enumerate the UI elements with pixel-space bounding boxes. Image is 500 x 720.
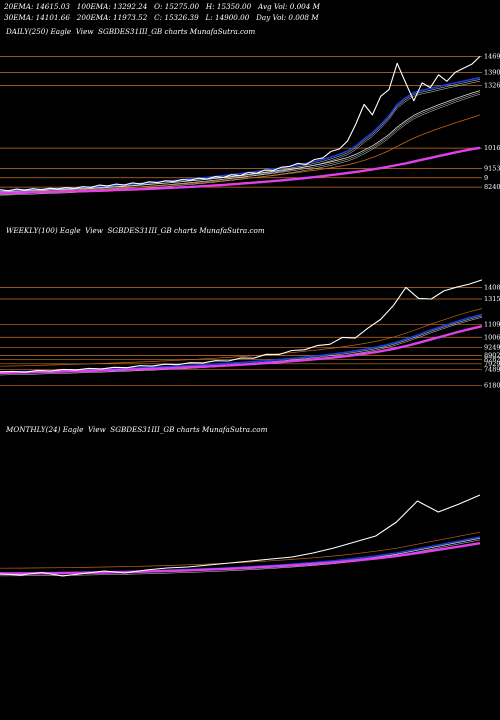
level-label: 8240 <box>484 183 500 191</box>
weekly-panel-title: WEEKLY(100) Eagle View SGBDES31III_GB ch… <box>6 226 265 235</box>
monthly-panel-title: MONTHLY(24) Eagle View SGBDES31III_GB ch… <box>6 425 268 434</box>
ema-band-line <box>0 308 483 367</box>
price-line <box>0 279 483 373</box>
level-label: 7929 <box>484 360 500 368</box>
chart-header-line-2: 30EMA: 14101.66 200EMA: 11973.52 C: 1532… <box>4 13 319 22</box>
level-label: 9 <box>484 174 488 182</box>
ema-series-line <box>0 146 481 194</box>
level-label: 9153 <box>484 165 500 173</box>
level-label: 8902 <box>484 351 500 359</box>
ema-series-line <box>0 542 481 575</box>
monthly-chart <box>0 494 481 577</box>
ema-series-line <box>0 325 483 375</box>
daily-panel-title: DAILY(250) Eagle View SGBDES31III_GB cha… <box>6 27 256 36</box>
ema-band-line <box>0 539 481 577</box>
level-label: 14085 <box>484 283 500 291</box>
ema-series-line <box>0 114 481 193</box>
ema-band-line <box>0 93 481 196</box>
price-line <box>0 494 481 577</box>
ema-series-line <box>0 313 483 373</box>
level-label: 9249 <box>484 343 500 351</box>
level-label: 8282 <box>484 355 500 363</box>
level-label: 10067 <box>484 333 500 341</box>
ema-band-line <box>0 92 481 194</box>
level-label: 7489 <box>484 365 500 373</box>
level-label: 11099 <box>484 320 500 328</box>
price-line <box>0 56 481 192</box>
chart-header-line-1: 20EMA: 14615.03 100EMA: 13292.24 O: 1527… <box>4 2 320 11</box>
level-label: 14690 <box>484 52 500 60</box>
ema-series-line <box>0 76 481 192</box>
level-label: 6180 <box>484 382 500 390</box>
level-label: 10165 <box>484 144 500 152</box>
level-label: 1315 <box>484 295 500 303</box>
level-label: 13260 <box>484 81 500 89</box>
